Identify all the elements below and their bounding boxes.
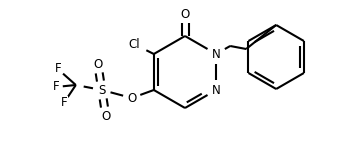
Text: Cl: Cl (128, 38, 140, 50)
Text: N: N (212, 83, 221, 97)
Text: O: O (127, 92, 136, 105)
Text: F: F (61, 97, 67, 109)
Text: S: S (98, 83, 106, 97)
Text: O: O (180, 7, 190, 21)
Text: F: F (54, 62, 61, 76)
Text: O: O (101, 109, 111, 123)
Text: O: O (93, 57, 102, 71)
Text: F: F (53, 81, 59, 93)
Text: N: N (212, 47, 221, 60)
